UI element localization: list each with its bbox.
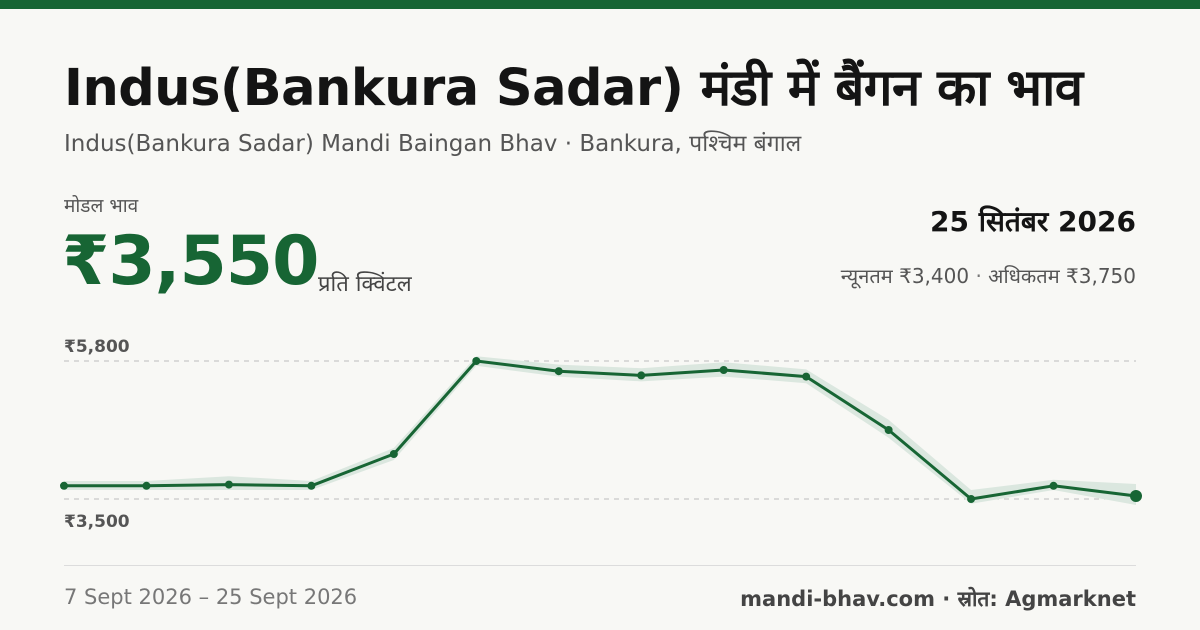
y-tick-label: ₹5,800	[64, 337, 130, 357]
line-layer	[62, 359, 1138, 501]
footer-date-range: 7 Sept 2026 – 25 Sept 2026	[64, 585, 358, 609]
data-point	[884, 426, 893, 434]
price-date: 25 सितंबर 2026	[930, 205, 1136, 238]
data-point	[967, 495, 976, 503]
top-accent-bar	[0, 0, 1200, 9]
data-point	[307, 481, 316, 490]
page-subtitle: Indus(Bankura Sadar) Mandi Baingan Bhav …	[64, 131, 802, 157]
latest-data-point	[1130, 490, 1142, 502]
point-layer	[60, 357, 1142, 503]
y-tick-label: ₹3,500	[64, 512, 130, 532]
data-point	[802, 372, 811, 381]
footer-divider	[64, 565, 1136, 566]
data-point	[142, 481, 151, 490]
model-price-label: मोडल भाव	[64, 195, 139, 217]
max-price: अधिकतम ₹3,750	[988, 264, 1136, 288]
data-point	[389, 450, 398, 458]
grid-layer	[64, 360, 1136, 500]
page-title: Indus(Bankura Sadar) मंडी में बैंगन का भ…	[64, 59, 1083, 118]
data-point	[472, 357, 481, 365]
data-point	[637, 371, 646, 380]
data-point	[554, 367, 563, 376]
band-layer	[64, 356, 1136, 505]
price-unit: प्रति क्विंटल	[318, 272, 412, 297]
min-price: न्यूनतम ₹3,400	[840, 264, 970, 288]
price-range-band	[64, 356, 1136, 505]
modal-price-line	[62, 359, 1138, 501]
label-layer: ₹5,800 ₹3,500	[64, 337, 130, 532]
data-point	[224, 480, 233, 489]
price-range: न्यूनतम ₹3,400 · अधिकतम ₹3,750	[841, 262, 1136, 289]
footer-source: mandi-bhav.com · स्रोत: Agmarknet	[740, 587, 1136, 611]
model-price-value: ₹3,550	[62, 222, 319, 301]
data-point	[60, 481, 68, 490]
data-point	[1049, 481, 1058, 490]
range-separator: ·	[975, 264, 982, 288]
data-point	[719, 366, 728, 374]
